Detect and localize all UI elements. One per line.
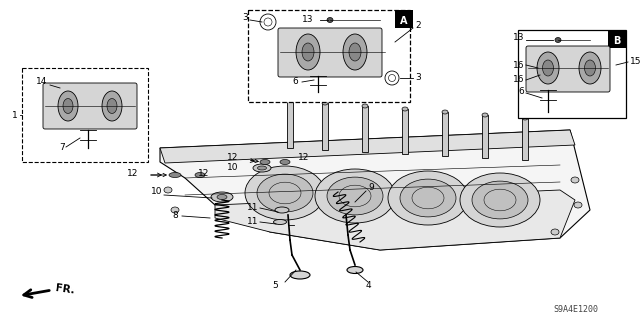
Ellipse shape <box>472 181 528 219</box>
FancyBboxPatch shape <box>278 28 382 77</box>
Text: 6: 6 <box>518 87 524 97</box>
Polygon shape <box>402 109 408 154</box>
FancyBboxPatch shape <box>43 83 137 129</box>
Ellipse shape <box>257 166 266 170</box>
Text: 6: 6 <box>292 78 298 86</box>
Bar <box>608 30 626 48</box>
Ellipse shape <box>574 202 582 208</box>
Bar <box>518 30 626 118</box>
Ellipse shape <box>343 34 367 70</box>
Ellipse shape <box>280 160 290 165</box>
Ellipse shape <box>296 34 320 70</box>
Ellipse shape <box>217 195 227 199</box>
Text: 2: 2 <box>415 20 420 29</box>
Text: 12: 12 <box>198 168 209 177</box>
Ellipse shape <box>253 164 271 172</box>
FancyBboxPatch shape <box>526 46 610 92</box>
Text: 12: 12 <box>227 153 238 162</box>
Ellipse shape <box>260 160 270 165</box>
Ellipse shape <box>290 271 310 279</box>
Ellipse shape <box>273 219 287 225</box>
Ellipse shape <box>275 207 289 213</box>
Ellipse shape <box>349 43 361 61</box>
Text: 12: 12 <box>298 153 309 162</box>
Text: 12: 12 <box>127 168 138 177</box>
Text: S9A4E1200: S9A4E1200 <box>553 306 598 315</box>
Ellipse shape <box>584 60 595 76</box>
Polygon shape <box>160 130 590 250</box>
Text: 15: 15 <box>630 57 640 66</box>
Ellipse shape <box>347 266 363 273</box>
Text: A: A <box>400 16 408 26</box>
Ellipse shape <box>442 110 448 114</box>
Ellipse shape <box>482 113 488 117</box>
Text: 10: 10 <box>227 164 238 173</box>
Polygon shape <box>442 112 448 156</box>
Ellipse shape <box>579 52 601 84</box>
Ellipse shape <box>400 179 456 217</box>
Polygon shape <box>215 190 575 250</box>
Ellipse shape <box>195 173 205 177</box>
Ellipse shape <box>388 171 468 225</box>
Text: 13: 13 <box>513 33 524 42</box>
Ellipse shape <box>287 98 293 102</box>
Text: 10: 10 <box>150 188 162 197</box>
Ellipse shape <box>58 91 78 121</box>
Ellipse shape <box>102 91 122 121</box>
Text: 7: 7 <box>59 144 65 152</box>
Bar <box>22 68 148 162</box>
Bar <box>248 10 410 102</box>
Ellipse shape <box>460 173 540 227</box>
Polygon shape <box>482 115 488 158</box>
Polygon shape <box>362 106 368 152</box>
Ellipse shape <box>555 38 561 42</box>
Ellipse shape <box>211 192 233 202</box>
Polygon shape <box>522 118 528 160</box>
Ellipse shape <box>164 187 172 193</box>
Text: 1: 1 <box>12 110 18 120</box>
Ellipse shape <box>257 174 313 212</box>
Text: 16: 16 <box>513 76 524 85</box>
Text: 3: 3 <box>415 73 420 83</box>
Polygon shape <box>287 100 293 148</box>
Ellipse shape <box>522 116 528 120</box>
Text: 3: 3 <box>243 13 248 23</box>
Ellipse shape <box>245 166 325 220</box>
Ellipse shape <box>171 207 179 213</box>
Text: B: B <box>613 36 621 46</box>
Text: 11: 11 <box>246 218 258 226</box>
Ellipse shape <box>551 229 559 235</box>
Ellipse shape <box>402 107 408 111</box>
Ellipse shape <box>543 60 554 76</box>
Ellipse shape <box>315 169 395 223</box>
Ellipse shape <box>302 43 314 61</box>
Ellipse shape <box>327 177 383 215</box>
Text: 4: 4 <box>365 280 371 290</box>
Text: 5: 5 <box>272 280 278 290</box>
Ellipse shape <box>571 177 579 183</box>
Text: 8: 8 <box>172 211 178 219</box>
Text: 9: 9 <box>368 183 374 192</box>
Ellipse shape <box>63 99 73 114</box>
Text: 13: 13 <box>301 16 313 25</box>
Ellipse shape <box>169 173 181 177</box>
Ellipse shape <box>107 99 117 114</box>
Ellipse shape <box>537 52 559 84</box>
Ellipse shape <box>322 101 328 105</box>
Polygon shape <box>160 130 575 163</box>
Polygon shape <box>322 103 328 150</box>
Text: FR.: FR. <box>55 283 76 295</box>
Text: 16: 16 <box>513 61 524 70</box>
Ellipse shape <box>327 18 333 23</box>
Text: 11: 11 <box>246 203 258 211</box>
Bar <box>395 10 413 28</box>
Ellipse shape <box>362 104 368 108</box>
Text: 14: 14 <box>36 78 48 86</box>
